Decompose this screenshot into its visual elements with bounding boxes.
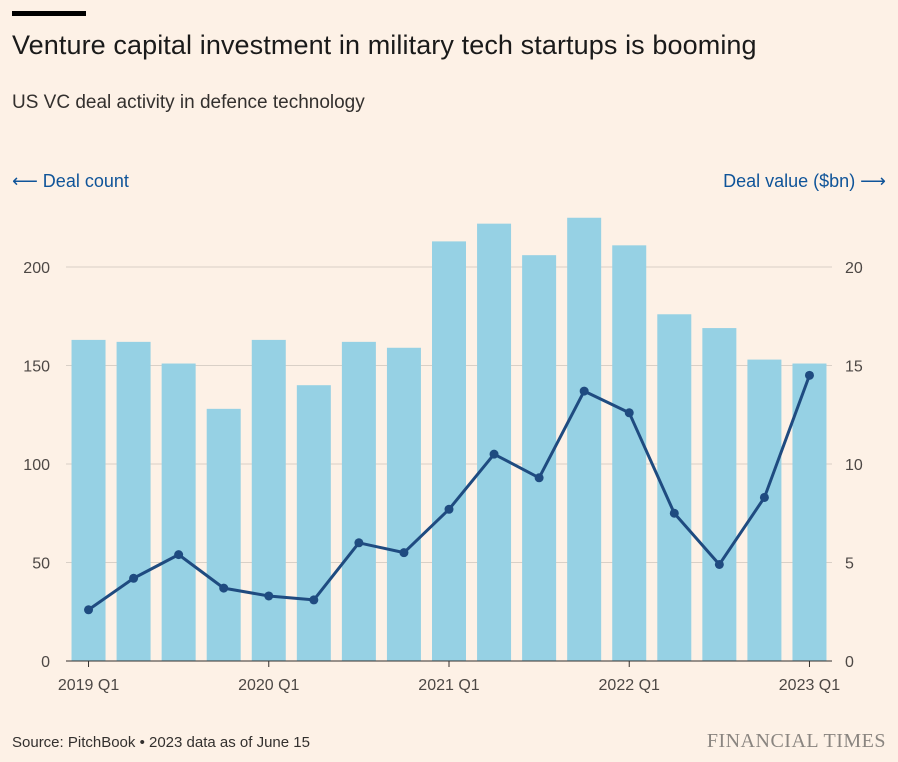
right-y-tick-label: 0 <box>845 654 854 671</box>
deal-value-point <box>174 550 184 560</box>
deal-value-point <box>534 473 544 483</box>
bar <box>477 223 512 661</box>
bar <box>432 241 466 661</box>
bar <box>251 339 286 661</box>
deal-value-point <box>264 591 274 601</box>
x-tick-label: 2022 Q1 <box>599 677 660 694</box>
bar <box>386 347 421 661</box>
right-axis-title: Deal value ($bn) ⟶ <box>723 171 886 191</box>
bar <box>161 363 196 661</box>
deal-value-point <box>399 548 409 558</box>
chart-subtitle: US VC deal activity in defence technolog… <box>12 92 365 113</box>
deal-value-point <box>759 492 769 502</box>
deal-value-point <box>219 583 229 593</box>
left-axis-title: ⟵ Deal count <box>12 171 129 191</box>
right-y-tick-label: 10 <box>845 457 863 474</box>
left-y-tick-label: 0 <box>41 654 50 671</box>
x-tick-label: 2021 Q1 <box>418 677 479 694</box>
bar <box>792 363 827 661</box>
right-y-tick-label: 20 <box>845 260 863 277</box>
deal-value-point <box>489 449 499 459</box>
bar <box>341 341 376 661</box>
bar <box>296 385 331 661</box>
chart-title: Venture capital investment in military t… <box>12 30 757 60</box>
bar <box>206 408 241 661</box>
deal-value-point <box>129 573 139 583</box>
right-y-tick-label: 5 <box>845 556 854 573</box>
brand-bar <box>12 11 86 16</box>
bar <box>567 217 602 661</box>
publisher-logo: FINANCIAL TIMES <box>706 730 886 752</box>
bar <box>116 341 151 661</box>
left-y-tick-label: 100 <box>23 457 50 474</box>
left-y-tick-label: 50 <box>32 556 50 573</box>
deal-value-point <box>354 538 364 548</box>
bar <box>747 359 782 661</box>
deal-value-point <box>714 559 724 569</box>
x-tick-label: 2020 Q1 <box>238 677 299 694</box>
left-y-tick-label: 200 <box>23 260 50 277</box>
right-y-tick-label: 15 <box>845 359 863 376</box>
deal-value-point <box>624 408 634 418</box>
x-tick-label: 2023 Q1 <box>779 677 840 694</box>
bar <box>702 328 737 661</box>
left-y-tick-label: 150 <box>23 359 50 376</box>
deal-value-point <box>669 508 679 518</box>
x-tick-label: 2019 Q1 <box>58 677 119 694</box>
deal-value-point <box>579 386 589 396</box>
bar <box>612 245 647 661</box>
deal-value-point <box>804 370 814 380</box>
source-note: Source: PitchBook • 2023 data as of June… <box>12 734 310 751</box>
deal-value-point <box>444 504 454 514</box>
deal-value-point <box>84 605 94 615</box>
deal-value-point <box>309 595 319 605</box>
